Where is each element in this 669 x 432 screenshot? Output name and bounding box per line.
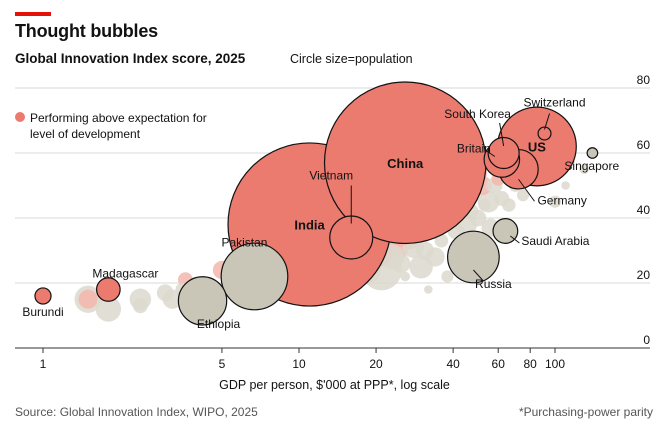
leader-line [473, 269, 484, 282]
country-bubble-switzerland [537, 126, 552, 141]
country-bubble-saudi-arabia [492, 218, 519, 244]
country-bubble [415, 241, 434, 260]
country-bubble [424, 285, 433, 294]
country-bubble [502, 198, 516, 212]
country-bubble [400, 271, 411, 282]
leader-line [485, 150, 496, 157]
country-label: Singapore [564, 159, 619, 173]
country-bubble [95, 296, 122, 322]
country-label: Britain [457, 142, 491, 156]
country-label: Ethiopia [197, 317, 241, 331]
x-tick-label: 20 [369, 357, 383, 371]
x-tick-label: 40 [446, 357, 460, 371]
chart-subtitle: Global Innovation Index score, 2025 [15, 51, 246, 66]
y-tick-label: 0 [643, 333, 650, 347]
source-note: Source: Global Innovation Index, WIPO, 2… [15, 405, 258, 419]
country-label: Switzerland [523, 96, 585, 110]
country-bubble-ethiopia [177, 276, 228, 326]
country-bubble-pakistan [220, 242, 289, 311]
x-tick-label: 60 [492, 357, 506, 371]
x-axis-label: GDP per person, $'000 at PPP*, log scale [219, 378, 450, 392]
accent-bar [15, 12, 51, 16]
chart-title: Thought bubbles [15, 21, 158, 41]
country-bubble [132, 298, 148, 314]
x-tick-label: 1 [40, 357, 47, 371]
leader-line [499, 122, 505, 147]
country-label: India [294, 218, 325, 233]
country-bubble-madagascar [95, 277, 121, 302]
country-label: Saudi Arabia [521, 234, 589, 248]
country-bubble [441, 270, 454, 283]
x-tick-label: 5 [219, 357, 226, 371]
size-note: Circle size=population [290, 52, 413, 66]
country-label: Madagascar [92, 267, 158, 281]
country-bubble [561, 181, 570, 190]
leader-line [510, 235, 520, 244]
country-bubble [78, 289, 98, 309]
x-tick-label: 80 [524, 357, 538, 371]
leader-line [544, 113, 550, 130]
leader-line [518, 178, 535, 202]
x-tick-label: 10 [292, 357, 306, 371]
country-label: Vietnam [309, 169, 353, 183]
country-label: US [528, 140, 546, 155]
country-bubble [434, 233, 449, 248]
legend-label: Performing above expectation for level o… [30, 111, 207, 141]
country-bubble [516, 189, 530, 202]
country-bubble-russia [446, 230, 500, 284]
country-label: Burundi [22, 305, 63, 319]
x-tick-label: 100 [545, 357, 565, 371]
y-tick-label: 40 [637, 203, 651, 217]
y-tick-label: 60 [637, 138, 651, 152]
country-label: Russia [475, 277, 512, 291]
country-bubble [391, 253, 411, 274]
country-bubble [478, 198, 491, 212]
country-label: Germany [537, 193, 586, 207]
y-tick-label: 80 [637, 73, 651, 87]
country-bubble-singapore [586, 147, 599, 159]
country-label: South Korea [444, 107, 511, 121]
y-tick-label: 20 [637, 268, 651, 282]
country-bubble [579, 164, 589, 175]
country-bubble-burundi [34, 287, 52, 305]
legend-dot-icon [15, 112, 25, 122]
country-bubble [156, 284, 174, 302]
country-label: China [387, 156, 424, 171]
country-bubble-south-korea [487, 136, 520, 170]
footnote: *Purchasing-power parity [518, 405, 653, 419]
country-bubble [548, 195, 562, 208]
country-label: Pakistan [221, 236, 267, 250]
